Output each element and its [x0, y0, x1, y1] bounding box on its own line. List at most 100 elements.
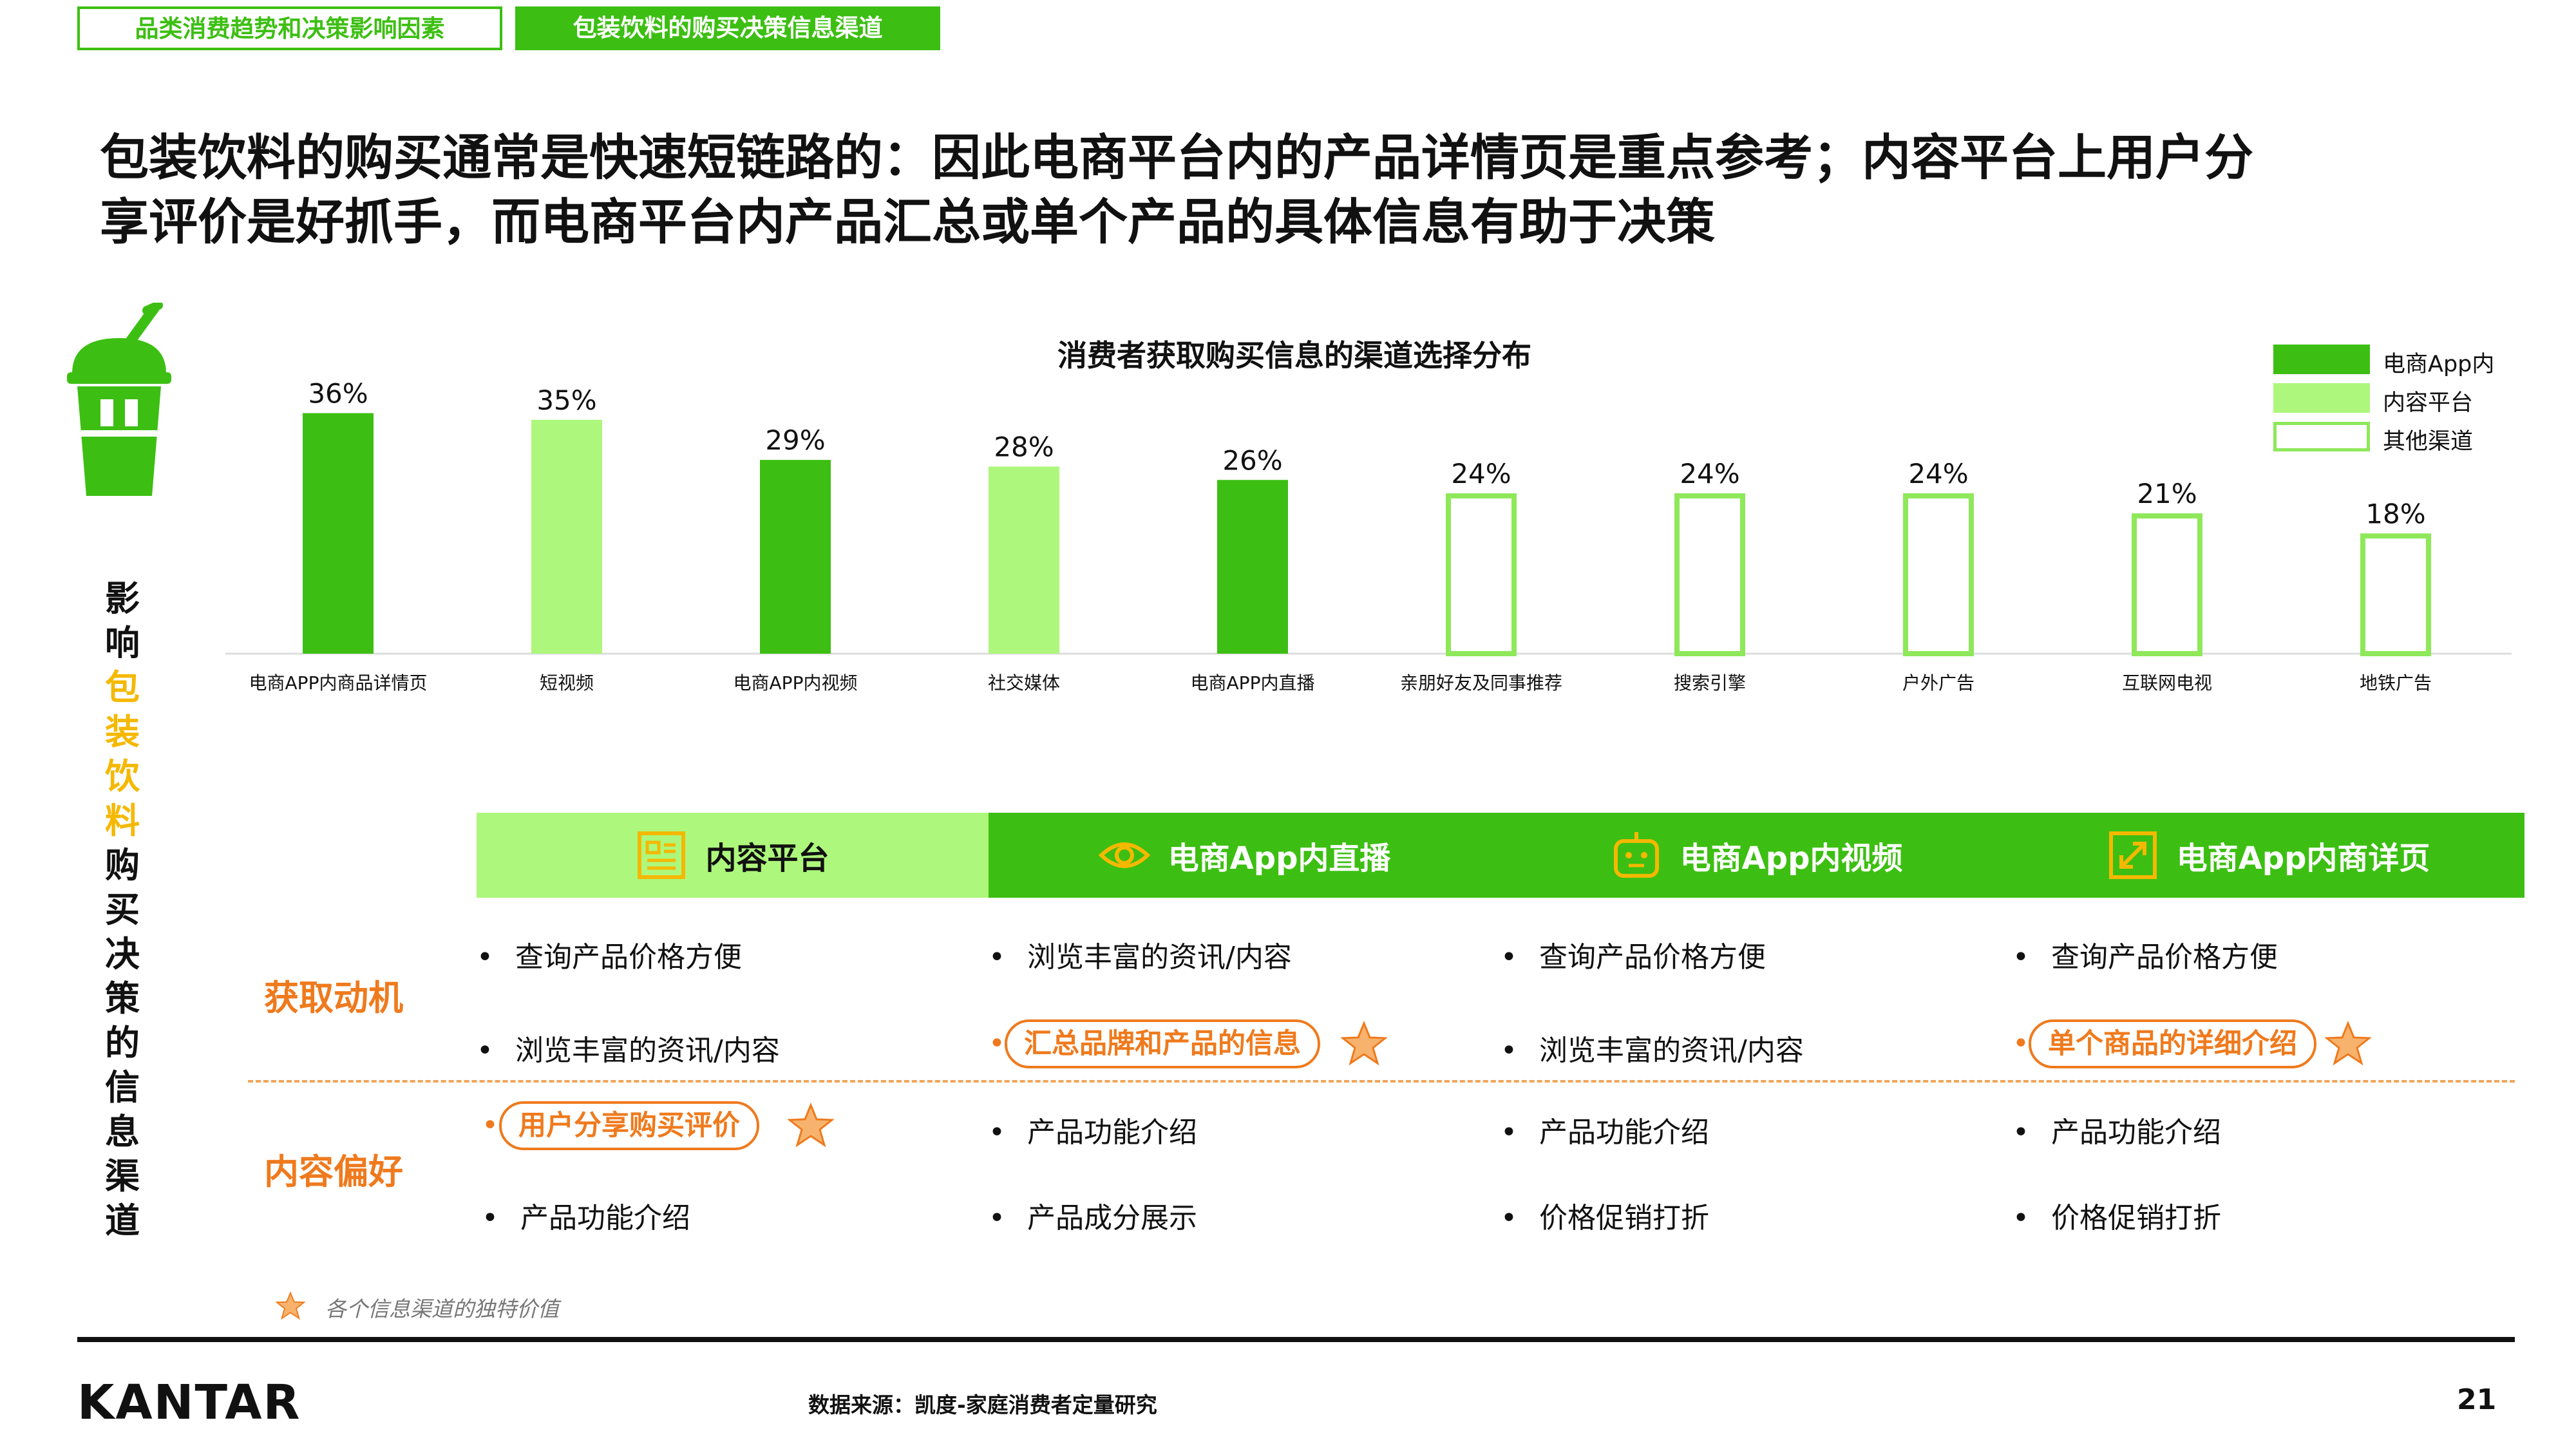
- bullet: •: [1501, 1202, 1517, 1235]
- list-item: • 产品成分展示: [989, 1195, 1197, 1236]
- list-item-text: 查询产品价格方便: [2051, 941, 2278, 974]
- tab-info-channels[interactable]: 包装饮料的购买决策信息渠道: [515, 6, 940, 50]
- category-tick-label: 电商APP内商品详情页: [249, 672, 428, 694]
- row-label-preference: 内容偏好: [264, 1151, 403, 1192]
- bullet: •: [482, 1202, 498, 1235]
- page-title-line-1: 包装饮料的购买通常是快速短链路的：因此电商平台内的产品详情页是重点参考；内容平台…: [100, 129, 2253, 186]
- channel-name: 电商App内视频: [1680, 840, 1903, 876]
- bullet: •: [989, 941, 1005, 974]
- list-item: • 产品功能介绍: [2012, 1109, 2221, 1150]
- list-item-text: 价格促销打折: [2051, 1202, 2221, 1235]
- category-tick-label: 电商APP内直播: [1191, 672, 1315, 694]
- category-tick-label: 搜索引擎: [1674, 672, 1746, 694]
- side-title-char-highlight: 饮: [105, 756, 140, 797]
- bullet: •: [477, 941, 493, 974]
- bar: [303, 413, 374, 654]
- side-title-char-highlight: 包: [105, 667, 140, 708]
- data-source: 数据来源：凯度-家庭消费者定量研究: [808, 1392, 1157, 1417]
- side-title: 影 响 包 装 饮 料 购 买 决 策 的 信 息 渠 道: [100, 576, 145, 1243]
- side-title-char: 道: [105, 1200, 140, 1241]
- list-item-text: 浏览丰富的资讯/内容: [1027, 941, 1292, 974]
- list-item: • 产品功能介绍: [482, 1195, 690, 1236]
- bar: [531, 419, 602, 654]
- star-icon: [2325, 1021, 2371, 1066]
- bar: [1446, 493, 1517, 656]
- category-tick-label: 户外广告: [1902, 672, 1975, 694]
- star-icon: [276, 1291, 305, 1320]
- category-tick-label: 亲朋好友及同事推荐: [1400, 672, 1562, 694]
- side-title-char: 买: [105, 889, 140, 930]
- list-item: • 查询产品价格方便: [1501, 934, 1766, 975]
- bullet: •: [2012, 1202, 2029, 1235]
- tab-category-trends[interactable]: 品类消费趋势和决策影响因素: [77, 6, 502, 50]
- chart-title: 消费者获取购买信息的渠道选择分布: [1057, 338, 1531, 373]
- bullet: •: [482, 1109, 498, 1142]
- bar: [1674, 493, 1745, 656]
- list-item-text: 浏览丰富的资讯/内容: [515, 1034, 780, 1067]
- bullet: •: [989, 1027, 1005, 1060]
- category-tick-label: 地铁广告: [2360, 672, 2432, 694]
- list-item-text: 产品功能介绍: [1027, 1116, 1197, 1149]
- bar-value-label: 35%: [536, 384, 596, 416]
- star-icon: [1341, 1021, 1387, 1066]
- page-title-line-2: 享评价是好抓手，而电商平台内产品汇总或单个产品的具体信息有助于决策: [100, 193, 1715, 251]
- channel-header-detail: 电商App内商详页: [2012, 813, 2524, 898]
- highlight-pill: 单个商品的详细介绍: [2029, 1019, 2316, 1068]
- bar-value-label: 28%: [994, 431, 1054, 463]
- legend-swatch-ecommerce: [2273, 345, 2370, 374]
- expand-icon: [2108, 831, 2157, 879]
- legend-swatch-content: [2273, 383, 2370, 413]
- list-item-text: 价格促销打折: [1539, 1202, 1709, 1235]
- footnote: 各个信息渠道的独特价值: [325, 1296, 559, 1321]
- list-item: • 查询产品价格方便: [477, 934, 742, 975]
- list-item-text: 产品功能介绍: [2051, 1116, 2221, 1149]
- list-item-text: 产品成分展示: [1027, 1202, 1197, 1235]
- star-icon: [788, 1103, 834, 1148]
- footer-rule: [77, 1337, 2515, 1342]
- page-number: 21: [2457, 1383, 2497, 1416]
- legend-label: 内容平台: [2383, 390, 2474, 416]
- side-title-char: 购: [105, 845, 140, 886]
- robot-icon: [1613, 832, 1659, 878]
- bar: [2360, 533, 2431, 656]
- channel-name: 电商App内直播: [1168, 840, 1391, 876]
- row-divider: [248, 1080, 2515, 1083]
- side-title-char: 策: [105, 978, 140, 1019]
- list-item-text: 产品功能介绍: [520, 1202, 690, 1235]
- list-item: • 浏览丰富的资讯/内容: [1501, 1027, 1804, 1068]
- legend-label: 电商App内: [2383, 352, 2495, 377]
- side-title-char-highlight: 装: [105, 712, 140, 752]
- category-tick-label: 电商APP内视频: [734, 672, 858, 694]
- bar-value-label: 24%: [1680, 458, 1739, 489]
- bullet: •: [989, 1116, 1005, 1149]
- bar-value-label: 24%: [1451, 458, 1511, 489]
- list-item: • 浏览丰富的资讯/内容: [989, 934, 1292, 975]
- category-tick-label: 短视频: [540, 672, 594, 694]
- side-title-char: 信: [105, 1067, 140, 1108]
- list-item: • 价格促销打折: [1501, 1195, 1709, 1236]
- bar: [760, 460, 831, 654]
- bar: [2132, 513, 2202, 656]
- bullet: •: [1501, 941, 1517, 974]
- bar: [1217, 480, 1288, 654]
- kantar-logo: KANTAR: [77, 1375, 301, 1430]
- bar-value-label: 21%: [2137, 478, 2197, 509]
- channel-header-content: 内容平台: [477, 813, 989, 898]
- side-title-char: 渠: [105, 1156, 140, 1197]
- document-icon: [638, 831, 686, 879]
- category-tick-label: 互联网电视: [2122, 672, 2212, 694]
- bullet: •: [1501, 1034, 1517, 1067]
- highlight-pill: 用户分享购买评价: [499, 1101, 759, 1150]
- category-tick-label: 社交媒体: [988, 672, 1060, 694]
- channel-header-live: 电商App内直播: [989, 813, 1501, 898]
- channel-name: 电商App内商详页: [2176, 840, 2430, 876]
- side-title-char: 影: [105, 578, 140, 619]
- bullet: •: [1501, 1116, 1517, 1149]
- side-title-char: 决: [105, 934, 140, 974]
- bullet: •: [477, 1034, 493, 1067]
- list-item-text: 查询产品价格方便: [1539, 941, 1766, 974]
- bar-value-label: 29%: [765, 424, 825, 456]
- bar: [989, 466, 1059, 654]
- channel-header-video: 电商App内视频: [1501, 813, 2012, 898]
- list-item-text: 查询产品价格方便: [515, 941, 742, 974]
